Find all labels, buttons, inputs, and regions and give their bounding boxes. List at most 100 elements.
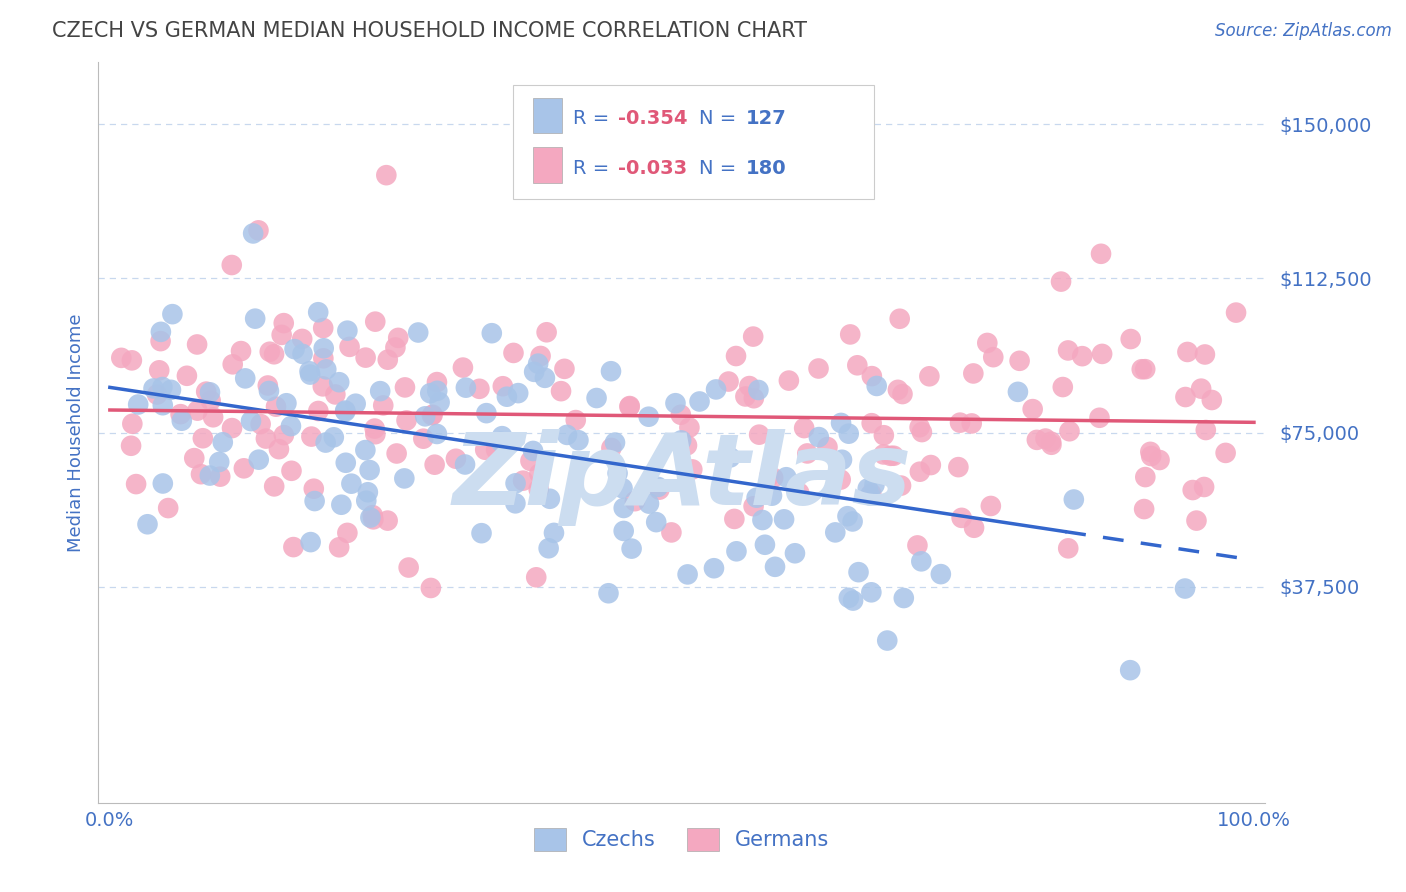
Text: 127: 127: [747, 109, 787, 128]
Point: [257, 384, 280, 398]
Point: [444, 451, 467, 466]
Point: [908, 420, 931, 434]
Point: [264, 400, 287, 414]
Point: [307, 404, 329, 418]
Point: [887, 383, 910, 397]
Point: [754, 538, 776, 552]
Point: [475, 406, 498, 420]
Point: [830, 416, 852, 430]
Point: [267, 442, 290, 457]
Point: [496, 390, 519, 404]
Point: [742, 500, 765, 514]
Point: [783, 546, 806, 560]
Point: [299, 535, 322, 549]
Point: [505, 496, 527, 510]
Point: [125, 477, 148, 491]
Point: [121, 353, 143, 368]
Point: [883, 449, 905, 463]
Point: [489, 434, 512, 449]
Point: [420, 409, 443, 423]
Point: [522, 444, 544, 458]
Point: [891, 387, 914, 401]
Point: [152, 398, 174, 412]
Point: [364, 427, 387, 442]
Text: -0.033: -0.033: [617, 160, 688, 178]
Point: [198, 468, 221, 483]
Point: [567, 434, 589, 448]
Point: [1181, 483, 1204, 497]
Point: [322, 430, 344, 444]
FancyBboxPatch shape: [513, 85, 875, 200]
Point: [1008, 353, 1031, 368]
Point: [422, 408, 444, 422]
Point: [758, 469, 780, 483]
Point: [254, 432, 277, 446]
Point: [1021, 402, 1043, 417]
Point: [598, 586, 620, 600]
Point: [637, 409, 659, 424]
Point: [1057, 343, 1080, 358]
Point: [918, 369, 941, 384]
Point: [315, 362, 337, 376]
Point: [550, 384, 572, 399]
Point: [872, 447, 894, 461]
Point: [1189, 382, 1212, 396]
Point: [950, 511, 973, 525]
Point: [669, 408, 692, 422]
Point: [807, 430, 830, 444]
Y-axis label: Median Household Income: Median Household Income: [66, 313, 84, 552]
Point: [280, 419, 302, 434]
Point: [491, 429, 513, 443]
Point: [648, 483, 671, 497]
Point: [336, 525, 359, 540]
Point: [624, 494, 647, 508]
Point: [910, 554, 932, 568]
Point: [211, 435, 233, 450]
Point: [678, 420, 700, 434]
Point: [747, 383, 769, 397]
Point: [543, 525, 565, 540]
Point: [363, 512, 385, 526]
Point: [976, 335, 998, 350]
Point: [645, 515, 668, 529]
Point: [508, 386, 530, 401]
Point: [1225, 305, 1247, 319]
Point: [110, 351, 132, 365]
Point: [273, 316, 295, 330]
Point: [600, 441, 623, 455]
Point: [527, 357, 550, 371]
Point: [1195, 423, 1218, 437]
Point: [385, 446, 408, 460]
FancyBboxPatch shape: [533, 147, 562, 183]
Point: [1052, 380, 1074, 394]
Point: [328, 541, 350, 555]
Point: [603, 435, 626, 450]
Point: [373, 399, 395, 413]
Point: [291, 347, 314, 361]
Point: [191, 431, 214, 445]
Point: [354, 443, 377, 458]
Text: CZECH VS GERMAN MEDIAN HOUSEHOLD INCOME CORRELATION CHART: CZECH VS GERMAN MEDIAN HOUSEHOLD INCOME …: [52, 21, 807, 41]
Point: [280, 464, 302, 478]
Point: [364, 315, 387, 329]
Point: [186, 403, 208, 417]
Point: [229, 344, 252, 359]
Text: -0.354: -0.354: [617, 109, 688, 128]
Point: [718, 450, 741, 465]
Point: [859, 488, 882, 502]
Point: [160, 383, 183, 397]
Point: [335, 403, 357, 417]
Point: [724, 349, 747, 363]
Point: [195, 384, 218, 399]
Point: [283, 540, 305, 554]
Point: [745, 491, 768, 505]
Point: [860, 369, 883, 384]
Point: [908, 465, 931, 479]
Point: [846, 359, 869, 373]
Point: [1185, 514, 1208, 528]
Point: [839, 327, 862, 342]
Point: [273, 428, 295, 442]
Point: [860, 486, 883, 500]
Point: [523, 365, 546, 379]
Point: [787, 485, 810, 500]
